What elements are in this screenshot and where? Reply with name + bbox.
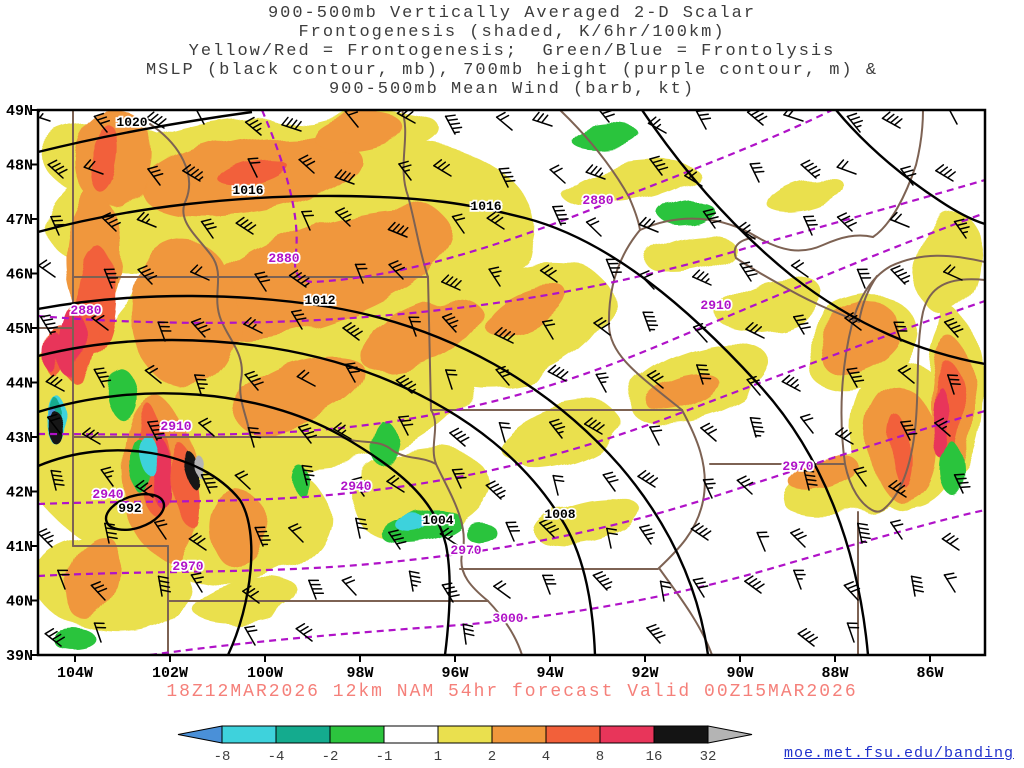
lat-tick-39N: 39N (6, 648, 33, 665)
lon-tick-102W: 102W (152, 665, 188, 682)
lon-tick-104W: 104W (57, 665, 93, 682)
contour-label-2940: 2940 (92, 487, 123, 502)
colorbar-segment-2 (329, 725, 385, 744)
contour-labels: 1020 1016 1016 1012 1008 1004 992 2880 2880 2880 2… (69, 113, 816, 628)
contour-label-2880: 2880 (70, 303, 101, 318)
contour-label-2880: 2880 (582, 193, 613, 208)
title-line-4: MSLP (black contour, mb), 700mb height (… (145, 61, 879, 80)
lon-tick-90W: 90W (726, 665, 753, 682)
contour-label-3000: 3000 (492, 611, 523, 626)
contour-label-2970: 2970 (450, 543, 481, 558)
colorbar-segment-4 (437, 725, 493, 744)
lon-tick-96W: 96W (441, 665, 468, 682)
colorbar-segment-3 (383, 725, 439, 744)
credit-link[interactable]: moe.met.fsu.edu/banding (783, 745, 1014, 762)
lat-tick-41N: 41N (6, 539, 33, 556)
lat-tick-42N: 42N (6, 485, 33, 502)
colorbar-tick--8: -8 (214, 749, 231, 765)
axes: 49N 48N 47N 46N 45N 44N 43N 42N 41N 40N 39N 104W 102… (6, 104, 987, 682)
lat-tick-47N: 47N (6, 212, 33, 229)
title-line-2: Frontogenesis (shaded, K/6hr/100km) (298, 23, 726, 42)
colorbar-segment-6 (545, 725, 601, 744)
lat-tick-45N: 45N (6, 321, 33, 338)
title-block: 900-500mb Vertically Averaged 2-D Scalar… (0, 4, 1024, 99)
lon-tick-94W: 94W (536, 665, 563, 682)
contour-label-2910: 2910 (160, 419, 191, 434)
colorbar-segment-5 (491, 725, 547, 744)
colorbar-tick-8: 8 (596, 749, 604, 765)
colorbar-tick--2: -2 (322, 749, 339, 765)
contour-label-1020: 1020 (116, 115, 147, 130)
colorbar-below-arrow (177, 725, 223, 744)
colorbar-tick-4: 4 (542, 749, 550, 765)
title-line-1: 900-500mb Vertically Averaged 2-D Scalar (267, 4, 757, 23)
colorbar-segment-1 (275, 725, 331, 744)
colorbar-scale: -8 -4 -2 -1 1 2 4 8 16 32 (177, 725, 753, 765)
contour-label-1016: 1016 (232, 183, 263, 198)
colorbar-tick-1: 1 (434, 749, 442, 765)
colorbar-above-arrow (707, 725, 753, 744)
contour-label-2970: 2970 (782, 459, 813, 474)
contour-label-1004: 1004 (422, 513, 453, 528)
lat-tick-44N: 44N (6, 376, 33, 393)
lat-tick-46N: 46N (6, 267, 33, 284)
lat-tick-49N: 49N (6, 104, 33, 120)
lon-tick-92W: 92W (631, 665, 658, 682)
lon-tick-100W: 100W (247, 665, 283, 682)
title-line-5: 900-500mb Mean Wind (barb, kt) (328, 80, 696, 99)
lat-tick-40N: 40N (6, 594, 33, 611)
contour-label-2970: 2970 (172, 559, 203, 574)
state-borders (38, 110, 985, 655)
contour-label-1008: 1008 (544, 507, 575, 522)
contour-label-2940: 2940 (340, 479, 371, 494)
contour-label-1012: 1012 (304, 293, 335, 308)
contour-label-2880: 2880 (268, 251, 299, 266)
colorbar-tick-16: 16 (646, 749, 663, 765)
lon-tick-98W: 98W (346, 665, 373, 682)
colorbar-tick--1: -1 (376, 749, 393, 765)
forecast-caption: 18Z12MAR2026 12km NAM 54hr forecast Vali… (166, 682, 858, 702)
contour-label-2910: 2910 (700, 298, 731, 313)
colorbar-segment-7 (599, 725, 655, 744)
height-contours (38, 110, 985, 655)
contour-label-1016: 1016 (470, 199, 501, 214)
colorbar-tick--4: -4 (268, 749, 285, 765)
mslp-contours (38, 110, 985, 655)
shading-layer (38, 110, 985, 650)
colorbar-segment-8 (653, 725, 709, 744)
colorbar-segment-0 (221, 725, 277, 744)
contour-label-992: 992 (118, 501, 142, 516)
colorbar: -8 -4 -2 -1 1 2 4 8 16 32 (177, 725, 753, 765)
lat-tick-43N: 43N (6, 430, 33, 447)
title-line-3: Yellow/Red = Frontogenesis; Green/Blue =… (188, 42, 836, 61)
colorbar-tick-2: 2 (488, 749, 496, 765)
weather-map: 1020 1016 1016 1012 1008 1004 992 2880 2880 2880 2… (6, 104, 987, 682)
lon-tick-86W: 86W (916, 665, 943, 682)
lat-tick-48N: 48N (6, 158, 33, 175)
colorbar-tick-32: 32 (700, 749, 717, 765)
lon-tick-88W: 88W (821, 665, 848, 682)
